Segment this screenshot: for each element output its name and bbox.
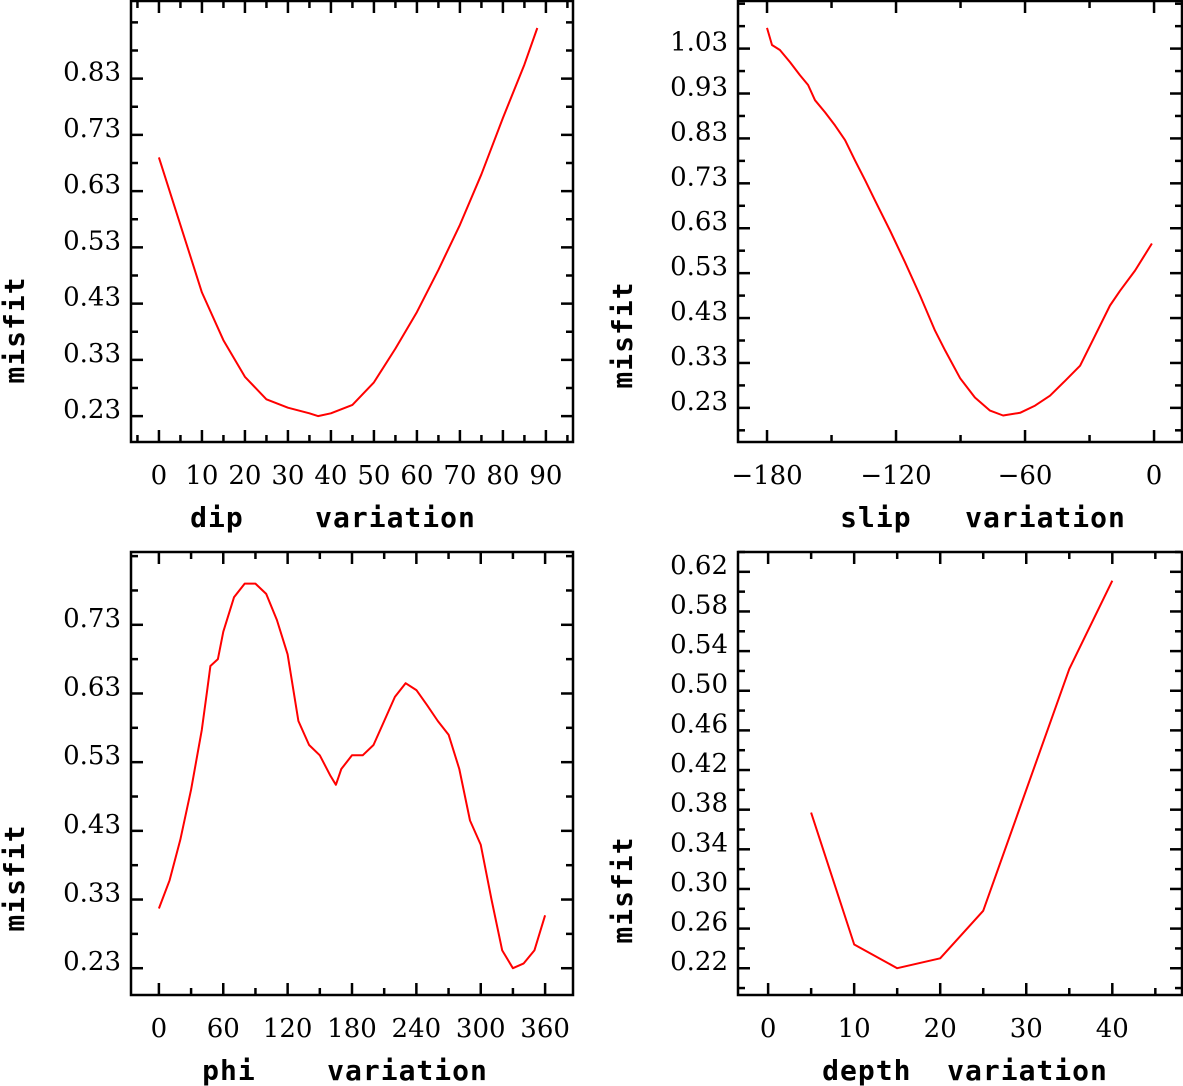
x-axis-label: dip variation <box>190 501 476 534</box>
y-tick-label: 0.50 <box>670 670 728 700</box>
y-tick-label: 0.53 <box>63 741 121 771</box>
y-tick-label: 0.38 <box>670 789 728 819</box>
y-axis-label: misfit <box>606 281 639 388</box>
y-tick-label: 0.54 <box>670 630 728 660</box>
x-tick-label: 300 <box>456 1014 506 1044</box>
x-tick-label: 0 <box>1146 461 1163 491</box>
y-tick-label: 0.53 <box>63 226 121 256</box>
x-tick-label: 20 <box>924 1014 957 1044</box>
y-axis-label: misfit <box>0 824 31 931</box>
y-axis-label: misfit <box>606 836 639 943</box>
x-tick-label: −180 <box>731 461 802 491</box>
y-tick-label: 0.26 <box>670 908 728 938</box>
panel-depth: 0 10 20 30 40 0.22 0.26 0.30 0.34 0.38 0.42 0.46 0.5… <box>606 550 1183 1086</box>
x-tick-label: 10 <box>185 461 218 491</box>
misfit-curve <box>766 27 1153 417</box>
y-tick-label: 0.34 <box>670 828 728 858</box>
x-tick-label: 30 <box>1010 1014 1043 1044</box>
x-tick-label: 20 <box>228 461 261 491</box>
plot-frame <box>736 0 1183 444</box>
panel-dip: 0 10 20 30 40 50 60 70 80 90 0.23 0.33 0.43 0.53 0.63 0… <box>0 0 575 534</box>
x-tick-label: 40 <box>314 461 347 491</box>
y-tick-label: 0.73 <box>63 604 121 634</box>
y-tick-label: 0.33 <box>63 879 121 909</box>
x-tick-label: −60 <box>998 461 1053 491</box>
plot-frame <box>129 550 575 997</box>
y-tick-label: 0.33 <box>670 342 728 372</box>
y-tick-label: 0.73 <box>63 114 121 144</box>
x-tick-label: 180 <box>327 1014 377 1044</box>
x-axis-label: slip variation <box>840 501 1126 534</box>
plot-frame <box>736 550 1183 997</box>
y-tick-label: 0.73 <box>670 162 728 192</box>
x-tick-label: 50 <box>357 461 390 491</box>
x-tick-label: −120 <box>860 461 931 491</box>
y-tick-label: 1.03 <box>670 28 728 58</box>
x-tick-label: 30 <box>271 461 304 491</box>
y-tick-label: 0.23 <box>63 947 121 977</box>
y-tick-label: 0.30 <box>670 868 728 898</box>
misfit-curve <box>157 582 547 970</box>
y-tick-label: 0.43 <box>63 810 121 840</box>
y-tick-label: 0.42 <box>670 749 728 779</box>
x-tick-label: 90 <box>529 461 562 491</box>
x-axis-label: depth variation <box>822 1054 1108 1086</box>
x-tick-label: 40 <box>1096 1014 1129 1044</box>
x-tick-label: 10 <box>838 1014 871 1044</box>
x-axis-label: phi variation <box>202 1054 488 1086</box>
y-tick-label: 0.62 <box>670 551 728 581</box>
plot-frame <box>129 0 575 444</box>
x-tick-label: 80 <box>486 461 519 491</box>
y-tick-label: 0.43 <box>63 283 121 313</box>
x-tick-label: 0 <box>760 1014 777 1044</box>
y-tick-label: 0.83 <box>63 58 121 88</box>
x-tick-label: 70 <box>443 461 476 491</box>
x-tick-label: 360 <box>520 1014 570 1044</box>
misfit-curve <box>157 27 539 418</box>
x-tick-label: 0 <box>151 1014 168 1044</box>
y-tick-label: 0.43 <box>670 297 728 327</box>
x-tick-label: 120 <box>263 1014 313 1044</box>
y-tick-label: 0.46 <box>670 709 728 739</box>
x-tick-label: 60 <box>207 1014 240 1044</box>
x-tick-label: 240 <box>392 1014 442 1044</box>
panel-phi: 0 60 120 180 240 300 360 0.23 0.33 0.43 0.53 0.63 0.… <box>0 550 575 1086</box>
y-axis-label: misfit <box>0 276 31 383</box>
y-tick-label: 0.63 <box>670 207 728 237</box>
y-tick-label: 0.63 <box>63 170 121 200</box>
y-tick-label: 0.53 <box>670 252 728 282</box>
y-tick-label: 0.22 <box>670 947 728 977</box>
x-tick-label: 60 <box>400 461 433 491</box>
y-tick-label: 0.93 <box>670 73 728 103</box>
y-tick-label: 0.33 <box>63 339 121 369</box>
y-tick-label: 0.58 <box>670 590 728 620</box>
y-tick-label: 0.83 <box>670 117 728 147</box>
misfit-curve <box>810 580 1114 970</box>
panel-slip: −180 −120 −60 0 0.23 0.33 0.43 0.53 0.63 0.73 0.83… <box>606 0 1183 534</box>
x-tick-label: 0 <box>151 461 168 491</box>
y-tick-label: 0.23 <box>63 395 121 425</box>
y-tick-label: 0.23 <box>670 387 728 417</box>
y-tick-label: 0.63 <box>63 672 121 702</box>
